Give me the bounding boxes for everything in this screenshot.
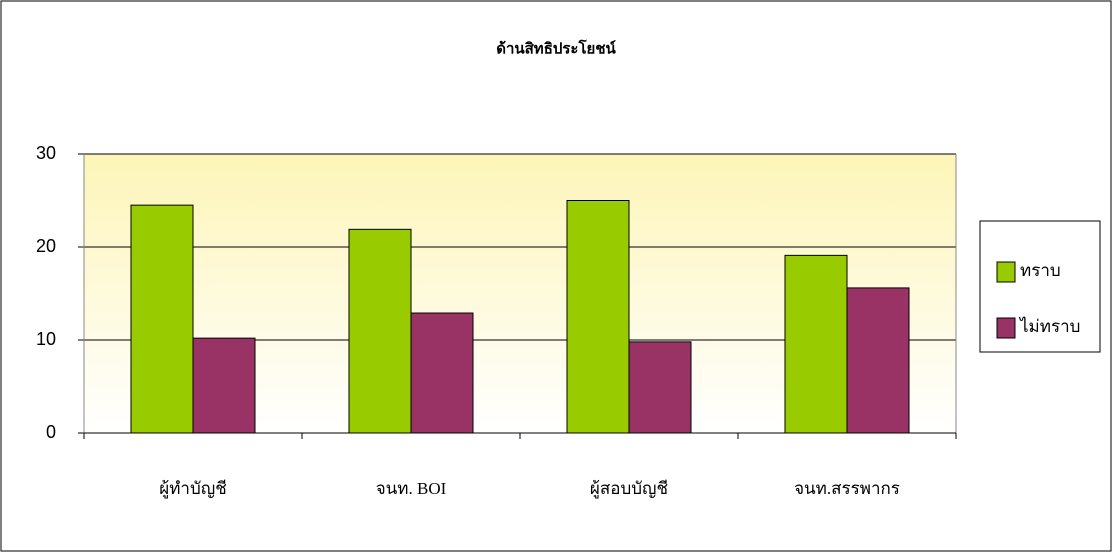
legend-swatch (996, 317, 1016, 339)
x-tick-label: ผู้สอบบัญชี (590, 479, 668, 499)
y-tick-label: 0 (46, 422, 56, 442)
y-tick-label: 20 (36, 236, 56, 256)
bar (130, 204, 194, 434)
legend-label: ไม่ทราบ (1018, 316, 1080, 336)
y-tick-label: 10 (36, 329, 56, 349)
bar (566, 200, 630, 434)
y-tick-label: 30 (36, 143, 56, 163)
bar (192, 337, 256, 434)
x-tick-label: จนท. BOI (376, 479, 447, 498)
bar (410, 312, 474, 434)
x-tick-label: จนท.สรรพากร (794, 479, 900, 498)
legend-swatch (996, 261, 1016, 283)
legend-label: ทราบ (1020, 261, 1061, 280)
bar (846, 287, 910, 434)
bar (784, 254, 848, 434)
bar (628, 341, 692, 434)
chart-title: ด้านสิทธิประโยชน์ (496, 38, 616, 57)
bar (348, 228, 412, 434)
x-tick-label: ผู้ทำบัญชี (159, 479, 227, 499)
